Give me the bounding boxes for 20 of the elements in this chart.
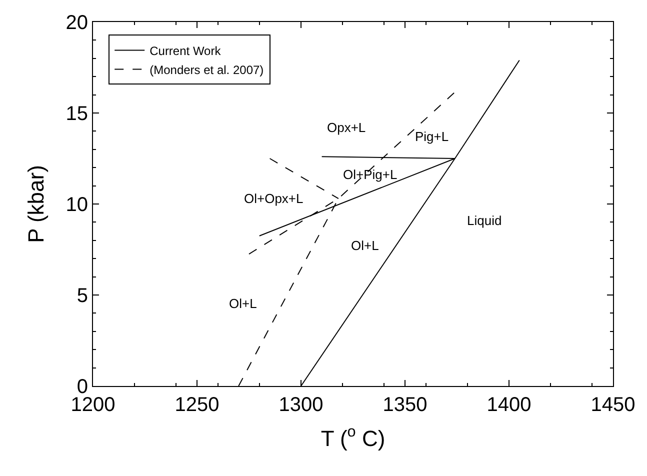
y-tick-label: 15 — [66, 103, 88, 125]
annotation: Ol+L — [351, 238, 379, 253]
x-tick-label: 1400 — [486, 394, 532, 416]
annotation: Ol+L — [229, 296, 257, 311]
y-tick-label: 5 — [76, 285, 88, 307]
y-tick-label: 10 — [66, 194, 88, 216]
annotation: Opx+L — [327, 120, 366, 135]
x-axis-title: T ($^{o}$ C) — [320, 424, 386, 451]
annotation: Pig+L — [415, 129, 449, 144]
x-tick-label: 1350 — [382, 394, 428, 416]
legend-label: (Monders et al. 2007) — [150, 62, 264, 77]
x-tick-label: 1250 — [174, 394, 220, 416]
annotation: Ol+Pig+L — [343, 167, 398, 182]
y-tick-label: 20 — [66, 12, 88, 34]
x-tick-label: 1300 — [278, 394, 324, 416]
annotation: Ol+Opx+L — [244, 191, 304, 206]
y-axis-title: P (kbar) — [24, 165, 49, 243]
legend-label: Current Work — [150, 44, 222, 58]
x-tick-label: 1450 — [590, 394, 636, 416]
annotation: Liquid — [467, 213, 502, 228]
